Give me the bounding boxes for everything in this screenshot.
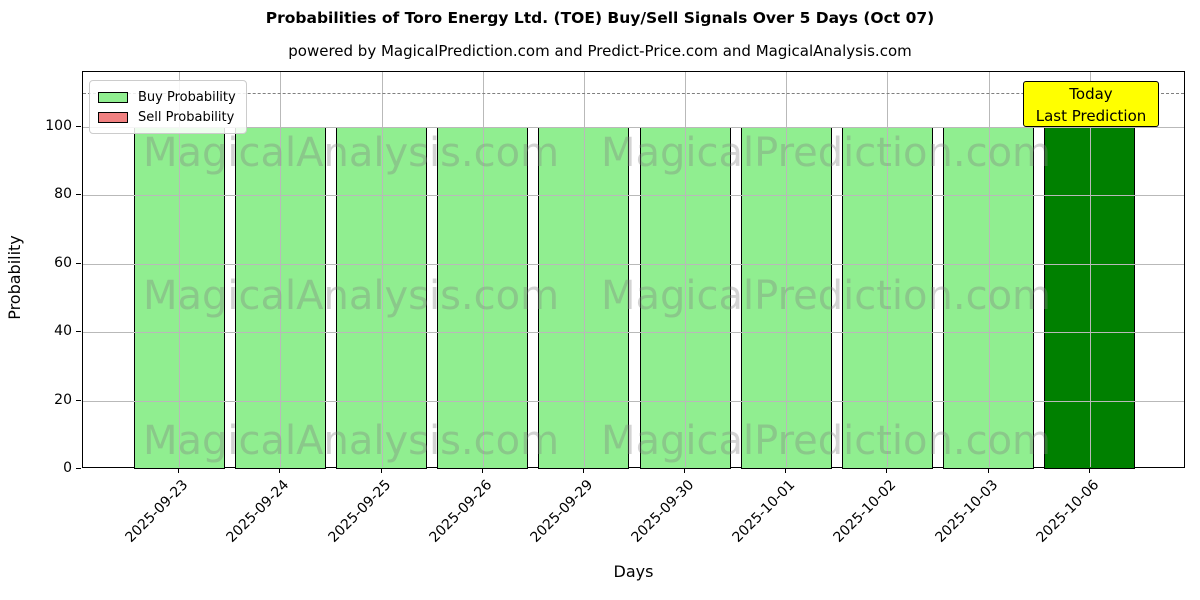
y-tick-label: 20 xyxy=(54,391,72,408)
sell-swatch-icon xyxy=(98,111,128,123)
chart-subtitle: powered by MagicalPrediction.com and Pre… xyxy=(288,42,912,60)
x-tick xyxy=(1088,468,1090,473)
x-gridline xyxy=(685,72,687,467)
y-tick xyxy=(76,125,81,127)
y-tick xyxy=(76,194,81,196)
y-tick xyxy=(76,331,81,333)
y-gridline xyxy=(83,400,1184,402)
y-tick-label: 60 xyxy=(54,254,72,271)
x-tick xyxy=(380,468,382,473)
y-tick xyxy=(76,468,81,469)
x-tick-label: 2025-09-23 xyxy=(122,477,192,546)
bar-2025-09-30 xyxy=(639,126,731,469)
legend-item-sell: Sell Probability xyxy=(98,107,236,127)
x-tick xyxy=(481,468,483,473)
x-gridline xyxy=(786,72,788,467)
x-tick xyxy=(684,468,686,473)
legend-label-buy: Buy Probability xyxy=(138,89,236,105)
x-tick xyxy=(178,468,180,473)
bar-2025-10-03 xyxy=(943,126,1035,469)
legend-item-buy: Buy Probability xyxy=(98,87,236,107)
watermark-text: MagicalAnalysis.com xyxy=(142,273,560,319)
chart-title: Probabilities of Toro Energy Ltd. (TOE) … xyxy=(265,9,935,27)
y-axis-label: Probability xyxy=(5,235,24,320)
x-gridline xyxy=(482,72,484,467)
y-gridline xyxy=(83,263,1184,265)
buy-swatch-icon xyxy=(98,91,128,103)
y-tick-label: 40 xyxy=(54,323,72,340)
y-tick xyxy=(76,262,81,264)
x-tick xyxy=(785,468,787,473)
watermark-text: MagicalPrediction.com xyxy=(601,418,1051,464)
annotation-line-2: Last Prediction xyxy=(1035,107,1147,125)
bar-2025-09-25 xyxy=(335,126,428,469)
plot-area: MagicalAnalysis.com MagicalPrediction.com… xyxy=(82,71,1185,469)
annotation-line-1: Today xyxy=(1069,85,1113,103)
x-gridline xyxy=(988,72,990,467)
x-gridline xyxy=(887,72,889,467)
x-gridline xyxy=(1089,72,1091,467)
legend-label-sell: Sell Probability xyxy=(138,109,235,125)
watermark-text: MagicalAnalysis.com xyxy=(142,130,560,176)
x-tick xyxy=(582,468,584,473)
x-tick xyxy=(886,468,888,473)
x-tick xyxy=(987,468,989,473)
y-tick-label: 100 xyxy=(45,117,72,134)
x-gridline xyxy=(280,72,282,467)
legend: Buy Probability Sell Probability xyxy=(89,80,247,134)
x-gridline xyxy=(381,72,383,467)
y-tick-label: 80 xyxy=(54,186,72,203)
x-tick xyxy=(279,468,281,473)
x-gridline xyxy=(583,72,585,467)
y-gridline xyxy=(83,126,1184,128)
y-gridline xyxy=(83,332,1184,334)
y-tick xyxy=(76,399,81,401)
watermark-text: MagicalPrediction.com xyxy=(601,130,1051,176)
threshold-dashed-line xyxy=(83,92,1184,94)
watermark-text: MagicalPrediction.com xyxy=(601,273,1051,319)
x-gridline xyxy=(179,72,181,467)
watermark-text: MagicalAnalysis.com xyxy=(142,418,560,464)
x-axis-label: Days xyxy=(613,562,654,581)
y-gridline xyxy=(83,195,1184,197)
y-tick-label: 0 xyxy=(63,460,72,476)
today-annotation: Today Last Prediction xyxy=(1023,81,1159,127)
